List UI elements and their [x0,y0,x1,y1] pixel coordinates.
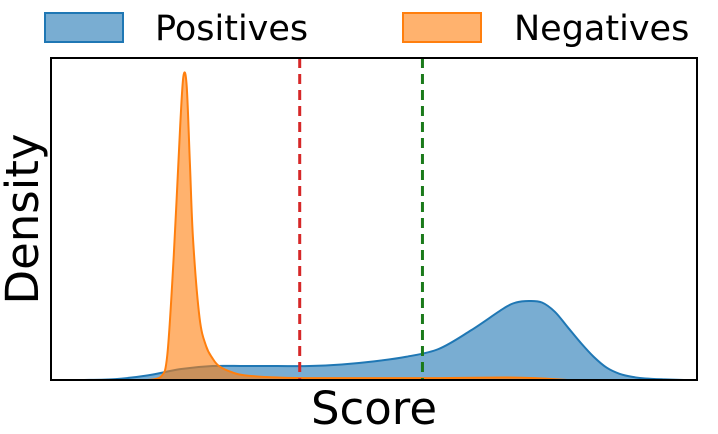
legend-label-negatives: Negatives [514,9,689,49]
series-area-positives [83,300,685,380]
legend-label-positives: Positives [155,9,308,49]
legend: Positives Negatives [44,9,689,49]
series-area-negatives [147,72,568,380]
legend-swatch-negatives [402,12,482,43]
legend-swatch-positives [44,12,124,43]
series-line-negatives [147,71,568,381]
x-axis-label: Score [311,382,437,430]
axes-frame [50,57,698,381]
plot-area [83,58,685,381]
y-axis-label: Density [0,133,49,304]
series-line-positives [83,299,685,381]
